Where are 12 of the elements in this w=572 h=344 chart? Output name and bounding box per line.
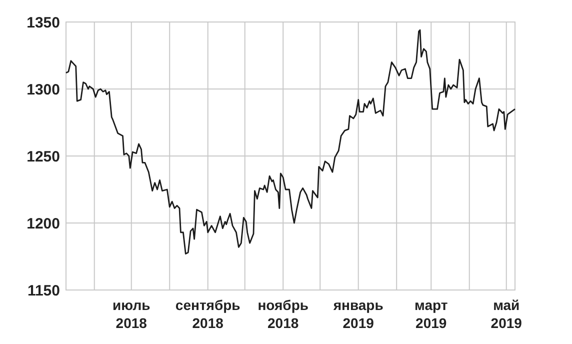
x-tick-label: ноябрь 2018 (258, 297, 309, 331)
x-tick-label: июль 2018 (112, 297, 151, 331)
y-tick-label: 1250 (26, 148, 60, 166)
x-tick-label: март 2019 (414, 297, 448, 331)
x-tick-label: январь 2019 (333, 297, 384, 331)
line-series (65, 29, 516, 255)
y-tick-label: 1150 (27, 282, 60, 300)
x-tick-label: май 2019 (490, 297, 522, 331)
y-tick-label: 1200 (26, 215, 60, 232)
y-tick-label: 1350 (26, 14, 60, 32)
x-tick-label: сентябрь 2018 (175, 297, 241, 331)
y-tick-label: 1300 (26, 81, 60, 98)
